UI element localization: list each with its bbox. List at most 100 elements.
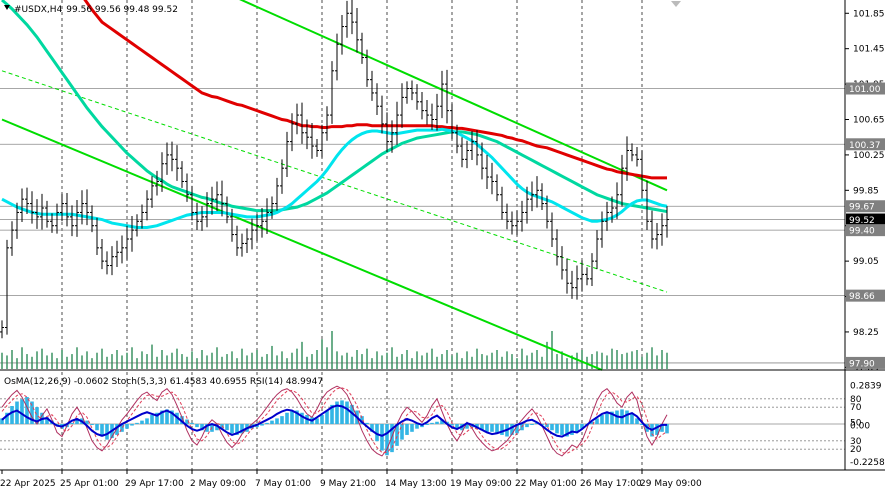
indicator-tick-label: 50	[850, 418, 862, 428]
osma-bar	[320, 415, 324, 424]
osma-bar	[510, 424, 514, 435]
osma-bar	[410, 424, 414, 432]
price-tick-label: 100.65	[853, 115, 885, 125]
osma-bar	[385, 424, 389, 456]
osma-bar	[370, 424, 374, 432]
osma-bar	[610, 411, 614, 424]
osma-bar	[300, 412, 304, 424]
osma-bar	[335, 401, 339, 424]
osma-bar	[515, 424, 519, 434]
time-label: 29 Apr 17:00	[125, 479, 184, 489]
osma-bar	[150, 415, 154, 424]
price-tick-label: 98.25	[853, 328, 879, 338]
osma-bar	[400, 424, 404, 440]
osma-bar	[380, 424, 384, 451]
price-label-box	[846, 82, 885, 95]
osma-bar	[625, 410, 629, 424]
osma-bar	[230, 424, 234, 434]
price-label-text: 100.37	[849, 141, 881, 151]
osma-bar	[415, 424, 419, 429]
symbol-dropdown-icon[interactable]	[4, 5, 10, 10]
indicator-tick-label: 80	[850, 395, 862, 405]
osma-bar	[270, 420, 274, 424]
price-tick-label: 101.45	[853, 45, 885, 55]
osma-bar	[165, 409, 169, 424]
osma-bar	[15, 401, 19, 424]
osma-bar	[105, 424, 109, 440]
osma-bar	[525, 424, 529, 428]
channel-line	[1, 70, 668, 293]
channel-line	[239, 0, 668, 192]
price-label-box	[846, 224, 885, 237]
osma-bar	[425, 424, 429, 425]
price-label-text: 98.66	[849, 292, 875, 302]
overlay: #USDX,H4 99.56 99.56 99.48 99.52 OsMA(12,…	[4, 1, 681, 387]
price-label: 99.52	[846, 213, 885, 226]
osma-bar	[375, 424, 379, 442]
osma-bar	[195, 424, 199, 428]
time-label: 26 May 17:00	[580, 479, 642, 489]
indicator-legend: OsMA(12,26,9) -0.0602 Stoch(5,3,3) 61.45…	[4, 377, 323, 387]
price-label: 98.66	[846, 289, 885, 302]
price-label-box	[846, 138, 885, 151]
osma-bar	[145, 418, 149, 424]
osma-bar	[565, 424, 569, 437]
stoch-signal-line	[1, 387, 668, 454]
indicator-tick-label: 20	[850, 445, 862, 455]
price-pane	[0, 0, 845, 371]
osma-bar	[580, 424, 584, 429]
osma-bar	[200, 424, 204, 431]
osma-bar	[530, 424, 534, 425]
osma-bar	[330, 404, 334, 424]
osma-bar	[25, 397, 29, 424]
osma-bar	[635, 418, 639, 424]
price-label-text: 99.40	[849, 227, 875, 237]
osma-bar	[590, 421, 594, 424]
price-label-text: 99.67	[849, 203, 875, 213]
osma-bar	[495, 424, 499, 434]
indicator-tick-label: -0.2258	[850, 458, 885, 468]
osma-bar	[435, 421, 439, 424]
scroll-shift-marker-icon[interactable]	[671, 1, 681, 7]
price-label-box	[846, 356, 885, 369]
price-label: 99.67	[846, 200, 885, 213]
time-label: 7 May 01:00	[255, 479, 311, 489]
osma-bar	[350, 404, 354, 424]
osma-bar	[450, 424, 454, 426]
time-label: 25 Apr 01:00	[60, 479, 119, 489]
osma-bar	[185, 419, 189, 424]
osma-bar	[290, 410, 294, 424]
time-label: 29 May 09:00	[640, 479, 702, 489]
price-label-box	[846, 289, 885, 302]
channel-line	[1, 118, 603, 371]
osma-bar	[570, 424, 574, 435]
osma-bar	[5, 412, 9, 424]
osma-bar	[360, 416, 364, 424]
osma-bar	[605, 412, 609, 424]
osma-bar	[600, 415, 604, 424]
osma-bar	[235, 424, 239, 435]
osma-bar	[340, 400, 344, 424]
osma-bar	[280, 416, 284, 424]
osma-bar	[10, 406, 14, 424]
osma-bar	[90, 424, 94, 425]
chart-header: #USDX,H4 99.56 99.56 99.48 99.52	[14, 5, 178, 15]
osma-bar	[140, 420, 144, 424]
osma-bar	[640, 424, 644, 425]
osma-bar	[115, 424, 119, 435]
osma-bar	[265, 422, 269, 424]
osma-bar	[285, 412, 289, 424]
osma-bar	[35, 407, 39, 424]
osma-bar	[225, 424, 229, 431]
price-tick-label: 101.85	[853, 9, 885, 19]
osma-bar	[395, 424, 399, 446]
price-label-text: 97.90	[849, 359, 875, 369]
stoch-main-line	[1, 385, 668, 457]
price-tick-label: 99.05	[853, 257, 879, 267]
osma-bar	[0, 418, 4, 424]
osma-bar	[315, 418, 319, 424]
price-label: 97.90	[846, 356, 885, 369]
osma-bar	[125, 424, 129, 429]
ohlc-label: 99.56 99.56 99.48 99.52	[66, 5, 178, 15]
